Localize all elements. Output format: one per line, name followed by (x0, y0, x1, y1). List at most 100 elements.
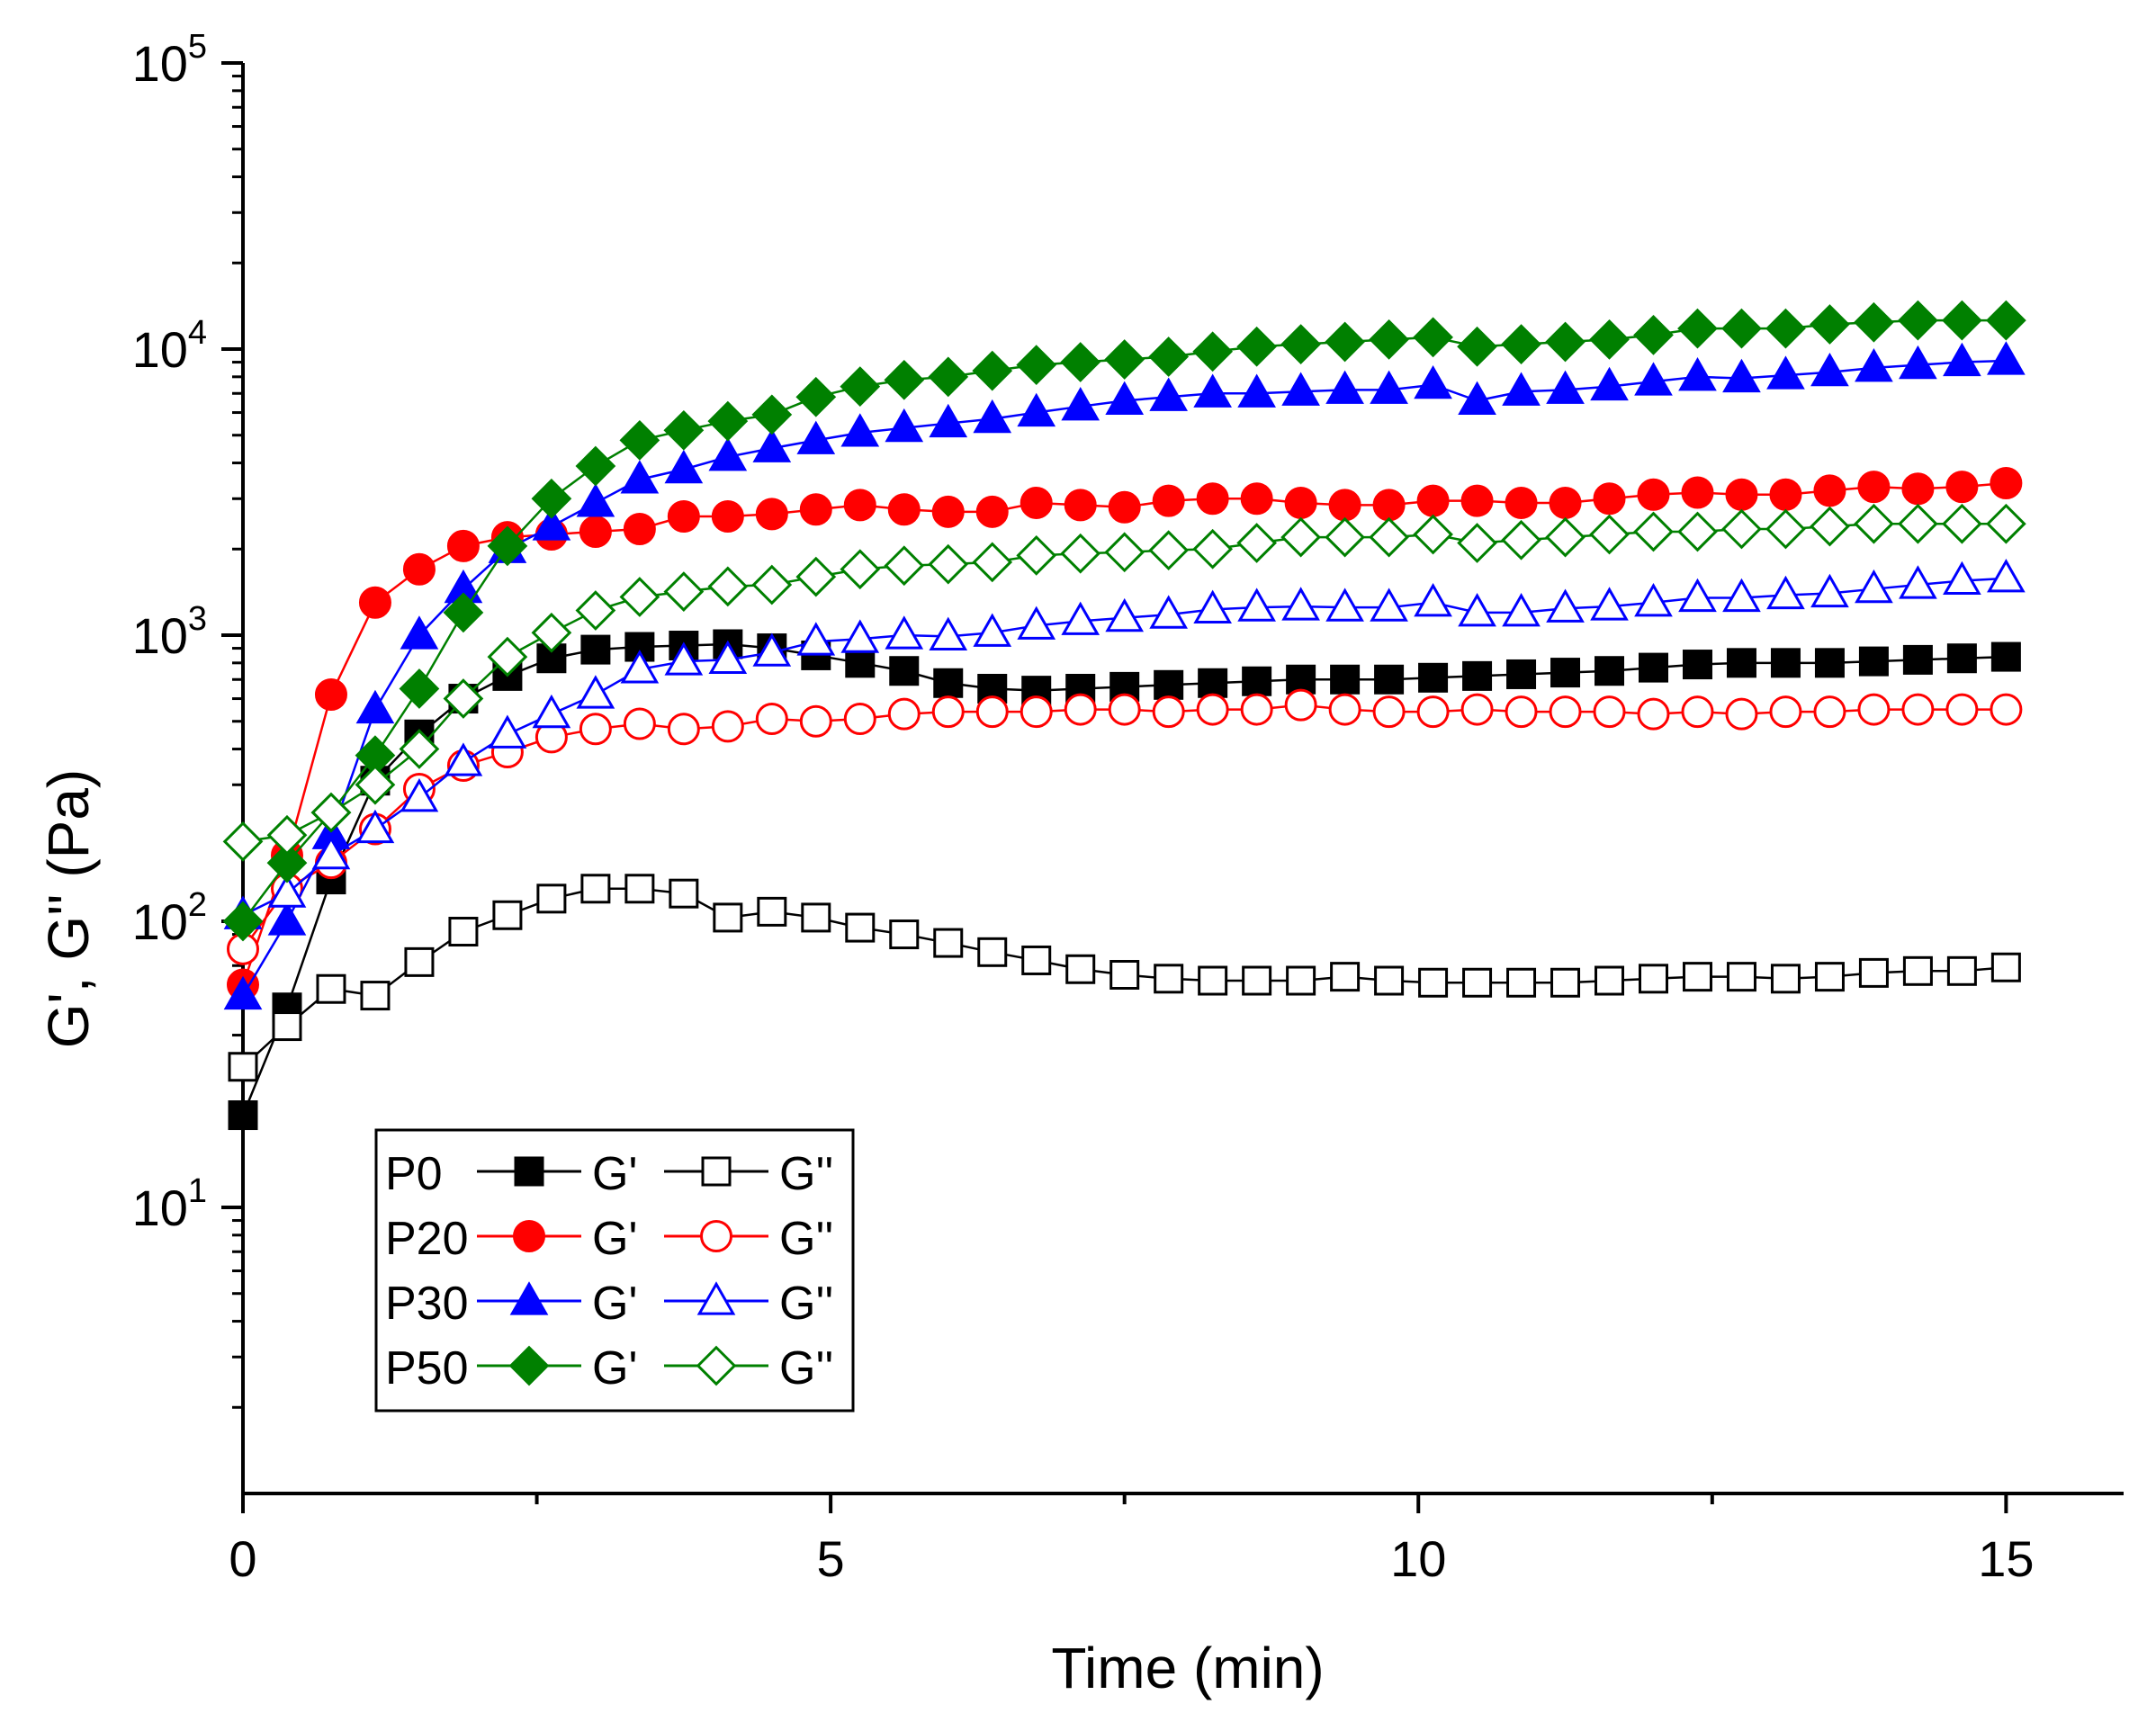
data-point (711, 710, 744, 743)
data-point (1898, 503, 1938, 544)
data-point (355, 689, 395, 724)
data-point (1901, 693, 1935, 726)
data-point (1236, 326, 1278, 367)
data-point (575, 590, 616, 631)
legend-marker-gdoubleprime (700, 1220, 732, 1252)
data-point (310, 792, 352, 833)
data-point (889, 656, 920, 686)
data-point (1899, 345, 1937, 380)
data-point (751, 394, 793, 435)
data-point (1060, 342, 1101, 382)
data-point (1902, 644, 1933, 675)
data-point (1104, 532, 1145, 573)
legend-gprime-label: G' (592, 1213, 637, 1265)
data-point (1721, 308, 1762, 349)
data-point (1414, 364, 1452, 399)
legend-gdoubleprime-label: G'' (779, 1342, 833, 1395)
data-point (1725, 478, 1758, 511)
data-point (536, 883, 567, 914)
data-point (316, 973, 346, 1004)
data-point (487, 525, 528, 567)
data-point (1236, 523, 1278, 563)
data-point (1017, 605, 1056, 640)
data-point (1413, 514, 1453, 555)
x-tick-label: 5 (817, 1530, 845, 1587)
data-point (1416, 695, 1450, 729)
data-point (1589, 514, 1630, 555)
data-point (1595, 656, 1625, 686)
data-point (889, 919, 920, 950)
data-point (1369, 516, 1409, 558)
data-point (1061, 387, 1100, 421)
x-tick-label: 15 (1978, 1530, 2034, 1587)
data-point (579, 515, 612, 548)
data-point (1237, 587, 1276, 622)
data-point (1637, 697, 1670, 731)
data-point (1330, 664, 1361, 695)
data-point (580, 634, 611, 665)
data-point (1813, 474, 1846, 507)
data-point (1372, 695, 1406, 729)
data-point (707, 400, 749, 442)
data-point (1766, 355, 1805, 390)
data-point (1546, 588, 1585, 623)
data-point (1193, 589, 1232, 623)
data-point (1108, 490, 1141, 524)
data-point (1242, 965, 1272, 996)
series-layer (222, 300, 2026, 1131)
data-point (1770, 964, 1801, 994)
data-point (402, 552, 436, 586)
y-tick-label: 104 (132, 314, 207, 378)
data-point (1726, 648, 1756, 678)
data-point (1064, 489, 1097, 522)
legend-marker-gprime (509, 1281, 549, 1315)
data-point (887, 493, 921, 526)
data-point (663, 571, 705, 612)
data-point (1374, 965, 1405, 996)
data-point (1506, 967, 1537, 998)
data-point (840, 619, 880, 653)
data-point (1020, 695, 1053, 729)
data-point (1281, 372, 1320, 406)
data-point (1769, 478, 1802, 511)
data-point (1021, 945, 1052, 975)
legend-row-p0: P0 G' G'' (385, 1148, 833, 1200)
data-point (1549, 486, 1582, 519)
data-point (1192, 331, 1234, 372)
data-point (1633, 511, 1674, 552)
data-point (266, 842, 308, 883)
data-point (663, 409, 705, 451)
data-point (311, 835, 351, 870)
data-point (272, 1011, 302, 1042)
legend-gdoubleprime-label: G'' (779, 1148, 833, 1200)
data-point (1154, 669, 1184, 700)
data-point (1413, 317, 1453, 358)
data-point (711, 500, 744, 534)
data-point (751, 564, 793, 605)
data-point (1545, 321, 1586, 363)
data-point (1858, 957, 1889, 988)
data-point (975, 495, 1009, 528)
data-point (972, 350, 1013, 391)
data-point (1370, 370, 1408, 404)
data-point (355, 809, 395, 844)
data-point (580, 874, 611, 904)
data-point (1898, 300, 1938, 341)
data-point (531, 478, 572, 519)
legend-marker-gprime (508, 1345, 550, 1386)
legend-box (374, 1128, 855, 1413)
data-point (755, 702, 788, 735)
data-point (1899, 565, 1937, 599)
data-point (796, 622, 836, 656)
data-point (1677, 308, 1718, 349)
data-point (624, 874, 655, 904)
legend-gdoubleprime-label: G'' (779, 1278, 833, 1330)
data-point (669, 878, 699, 909)
data-point (1325, 370, 1364, 404)
data-point (1593, 695, 1626, 729)
data-point (1681, 695, 1714, 729)
data-point (664, 449, 704, 484)
data-point (1634, 362, 1673, 396)
